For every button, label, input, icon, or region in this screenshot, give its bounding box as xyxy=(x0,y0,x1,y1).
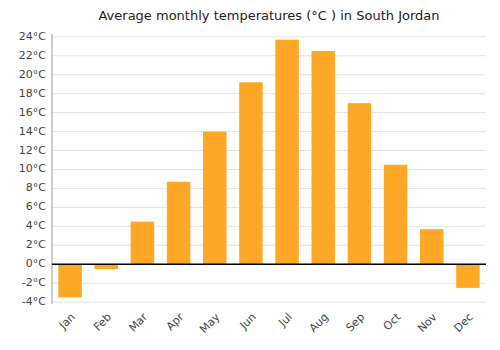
bar xyxy=(239,82,263,264)
y-tick-label: 14°C xyxy=(19,125,46,138)
y-tick-label: -2°C xyxy=(22,276,46,289)
x-tick-label: Jul xyxy=(276,311,295,330)
y-tick-label: 12°C xyxy=(19,144,46,157)
x-tick-label: Mar xyxy=(126,310,150,334)
y-tick-label: 2°C xyxy=(26,238,46,251)
grid-line xyxy=(52,302,486,303)
grid-line xyxy=(52,226,486,227)
bar xyxy=(384,165,408,264)
bar xyxy=(58,264,82,297)
x-tick-label: Oct xyxy=(381,310,404,333)
grid-line xyxy=(52,131,486,132)
x-tick-label: Dec xyxy=(451,311,475,335)
chart-container: -4°C -2°C 0°C 2°C 4°C 6°C 8°C 10°C 12°C 14°C 16°C 1… xyxy=(0,0,500,350)
grid-line xyxy=(52,36,486,37)
bar xyxy=(131,222,155,265)
x-tick-label: Feb xyxy=(91,311,114,334)
grid-line xyxy=(52,283,486,284)
x-ticks: Jan Feb Mar Apr May Jun Jul Aug Sep Oct Nov Dec xyxy=(56,310,476,336)
x-tick-label: Aug xyxy=(307,311,331,335)
bar xyxy=(203,132,227,265)
grid-line xyxy=(52,169,486,170)
x-tick-label: Apr xyxy=(164,310,187,333)
title: Average monthly temperatures (°C ) in So… xyxy=(98,8,439,23)
y-tick-label: 4°C xyxy=(26,219,46,232)
y-tick-label: 8°C xyxy=(26,181,46,194)
x-tick-label: Nov xyxy=(415,310,440,335)
bar xyxy=(348,103,372,264)
x-tick-label: Jun xyxy=(237,311,259,333)
grid-line xyxy=(52,207,486,208)
y-tick-label: 20°C xyxy=(19,68,46,81)
grid-line xyxy=(52,188,486,189)
y-tick-label: 16°C xyxy=(19,106,46,119)
grid-line xyxy=(52,150,486,151)
grid-line xyxy=(52,112,486,113)
y-tick-label: -4°C xyxy=(22,295,46,308)
x-tick-label: Sep xyxy=(343,311,367,335)
y-ticks: -4°C -2°C 0°C 2°C 4°C 6°C 8°C 10°C 12°C 14°C 16°C 1… xyxy=(19,30,46,308)
grid-line xyxy=(52,264,486,265)
grid xyxy=(52,37,486,302)
bar xyxy=(275,40,299,265)
chart-svg: -4°C -2°C 0°C 2°C 4°C 6°C 8°C 10°C 12°C 14°C 16°C 1… xyxy=(0,0,500,350)
x-tick-label: Jan xyxy=(56,311,78,333)
y-tick-label: 0°C xyxy=(26,257,46,270)
bar xyxy=(167,182,191,264)
bars xyxy=(58,40,479,298)
y-tick-label: 18°C xyxy=(19,87,46,100)
y-tick-label: 10°C xyxy=(19,162,46,175)
zero-line xyxy=(52,263,486,265)
bar xyxy=(420,229,444,264)
grid-line xyxy=(52,74,486,75)
grid-line xyxy=(52,93,486,94)
y-tick-label: 6°C xyxy=(26,200,46,213)
y-tick-label: 24°C xyxy=(19,30,46,43)
y-tick-label: 22°C xyxy=(19,49,46,62)
bar xyxy=(311,51,335,264)
grid-line xyxy=(52,55,486,56)
bar xyxy=(456,264,480,288)
x-tick-label: May xyxy=(197,310,223,336)
